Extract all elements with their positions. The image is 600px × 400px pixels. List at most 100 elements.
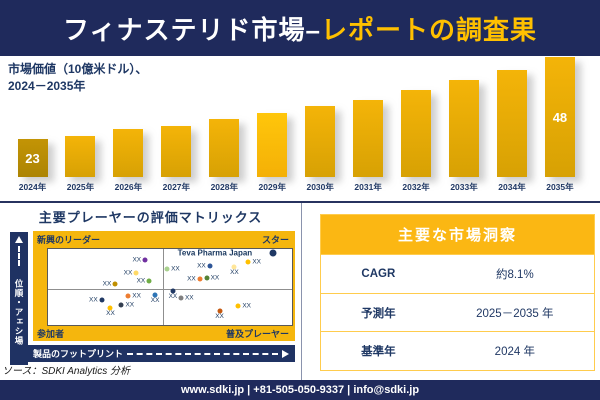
x-axis-tick: 2034年 xyxy=(498,182,526,192)
bar-2027年 xyxy=(161,125,192,177)
matrix-title: 主要プレーヤーの評価マトリックス xyxy=(38,210,263,225)
y-axis-bar: 位順・アェシ場市 xyxy=(10,232,28,365)
row-label-cagr: CAGR xyxy=(361,267,396,280)
x-axis-tick: 2029年 xyxy=(258,182,286,192)
x-axis-tick: 2024年 xyxy=(18,182,47,192)
quadrant-label-top-right: スター xyxy=(261,235,289,245)
point-label: XX xyxy=(242,302,251,310)
quadrant-band-bottom: 参加者 普及プレーヤー xyxy=(33,326,295,341)
row-value-cagr: 約8.1% xyxy=(495,268,534,281)
x-axis-tick: 2031年 xyxy=(354,182,382,192)
dot-icon xyxy=(235,303,241,309)
dot-icon xyxy=(146,278,152,284)
quadrant-band-top: 新興のリーダー スター xyxy=(33,231,295,248)
source-note: ソース：SDKI Analytics 分析 xyxy=(2,366,131,377)
footer-bar: www.sdki.jp | +81-505-050-9337 | info@sd… xyxy=(0,380,600,400)
point-label: XX xyxy=(123,269,133,277)
point-label: XX xyxy=(252,258,261,266)
company-annotation: Teva Pharma Japan xyxy=(177,248,253,258)
bar-2035年: 48 xyxy=(544,57,575,177)
point-label: XX xyxy=(132,292,141,300)
chart-subtitle: 市場価値（10億米ドル）、 2024－2035年 xyxy=(8,61,147,96)
quadrant-label-top-left: 新興のリーダー xyxy=(37,235,101,245)
quadrant-label-bottom-right: 普及プレーヤー xyxy=(225,329,289,339)
x-axis-tick: 2032年 xyxy=(402,182,430,192)
chart-subtitle-line2: 2024－2035年 xyxy=(8,79,86,94)
dot-icon xyxy=(152,292,158,298)
page-title-gold: レポートの調査果 xyxy=(320,14,537,45)
point-label: XX xyxy=(102,280,112,288)
insights-panel: 主要な市場洞察 CAGR 約8.1% 予測年 2025－2035 年 基準年 2… xyxy=(303,203,600,380)
dashed-line-horizontal xyxy=(127,352,278,355)
point-label: XX xyxy=(136,277,146,285)
matrix-panel: 主要プレーヤーの評価マトリックス 位順・アェシ場市 新興のリーダー スター XX… xyxy=(0,203,302,380)
bar-chart: 23 2024年 2025年 2026年 2027年 2028年 2029年 2030年 203… xyxy=(0,56,600,201)
point-label: XX xyxy=(125,301,135,309)
point-label: XX xyxy=(89,296,98,304)
row-value-base-year: 2024 年 xyxy=(494,346,535,359)
point-label: XX xyxy=(171,265,180,273)
row-label-base-year: 基準年 xyxy=(361,346,396,359)
insights-table: 主要な市場洞察 CAGR 約8.1% 予測年 2025－2035 年 基準年 2… xyxy=(320,214,595,371)
bar-2030年 xyxy=(305,106,336,177)
x-axis-tick: 2035年 xyxy=(546,182,574,192)
point-label: XX xyxy=(210,274,220,282)
point-label: XX xyxy=(168,293,178,301)
table-row: 基準年 2024 年 xyxy=(321,331,594,370)
point-label: XX xyxy=(184,294,194,302)
dashed-line-vertical xyxy=(18,246,20,266)
report-header: フィナステリド市場– レポートの調査果 xyxy=(0,0,600,56)
x-axis-bar: 製品のフットプリント xyxy=(10,345,295,362)
x-axis-tick: 2026年 xyxy=(114,182,143,192)
bottom-section: 主要プレーヤーの評価マトリックス 位順・アェシ場市 新興のリーダー スター XX… xyxy=(0,203,600,380)
dot-icon xyxy=(231,264,237,270)
chart-subtitle-line1: 市場価値（10億米ドル）、 xyxy=(8,62,148,76)
dot-icon xyxy=(204,275,210,281)
row-label-forecast-years: 予測年 xyxy=(361,307,396,320)
x-axis-tick: 2027年 xyxy=(162,182,191,192)
point-label: XX xyxy=(106,310,115,318)
matrix-frame: 新興のリーダー スター XX XX XX XX Teva Pharma Japan XX X… xyxy=(33,231,295,341)
dot-icon xyxy=(107,305,113,311)
x-axis-tick: 2028年 xyxy=(210,182,238,192)
point-label: XX xyxy=(187,275,196,283)
bar-value-label: 23 xyxy=(25,150,40,166)
y-axis-label: 位順・アェシ場市 xyxy=(14,279,24,355)
dot-icon xyxy=(178,295,184,301)
bar-2029年 xyxy=(257,112,288,177)
x-axis-tick: 2033年 xyxy=(450,182,478,192)
dot-icon xyxy=(133,270,139,276)
bar-2024年: 23 xyxy=(17,139,48,177)
scatter-plot: XX XX XX XX Teva Pharma Japan XX XX XX XX XX XX XX X… xyxy=(47,248,293,326)
bar-2025年 xyxy=(65,135,96,177)
x-axis-tick: 2030年 xyxy=(306,182,334,192)
bar-value-label: 48 xyxy=(552,109,568,125)
dot-icon xyxy=(207,263,213,269)
table-row: 予測年 2025－2035 年 xyxy=(321,292,594,332)
bar-2031年 xyxy=(353,99,384,177)
bar-2032年 xyxy=(401,89,432,177)
point-label: XX xyxy=(132,256,142,264)
dot-icon xyxy=(118,302,124,308)
dot-icon xyxy=(217,308,223,314)
arrow-up-icon xyxy=(15,236,23,243)
quadrant-divider-vertical xyxy=(163,249,165,325)
dot-icon xyxy=(142,257,148,263)
point-label: XX xyxy=(197,262,206,270)
bar-2028年 xyxy=(209,119,240,177)
point-label: XX xyxy=(215,313,224,321)
dot-icon xyxy=(269,249,277,257)
x-axis-label: 製品のフットプリント xyxy=(33,349,124,359)
dot-icon xyxy=(112,281,118,287)
bar-2034年 xyxy=(497,70,527,177)
insights-header: 主要な市場洞察 xyxy=(321,215,594,254)
dot-icon xyxy=(125,293,131,299)
bar-2026年 xyxy=(113,129,144,177)
table-row: CAGR 約8.1% xyxy=(321,254,594,293)
bar-2033年 xyxy=(449,80,480,177)
x-axis-tick: 2025年 xyxy=(66,182,95,192)
bar-chart-section: 市場価値（10億米ドル）、 2024－2035年 23 2024年 2025年 202… xyxy=(0,56,600,203)
quadrant-label-bottom-left: 参加者 xyxy=(37,329,65,339)
quadrant-divider-horizontal xyxy=(48,288,292,290)
